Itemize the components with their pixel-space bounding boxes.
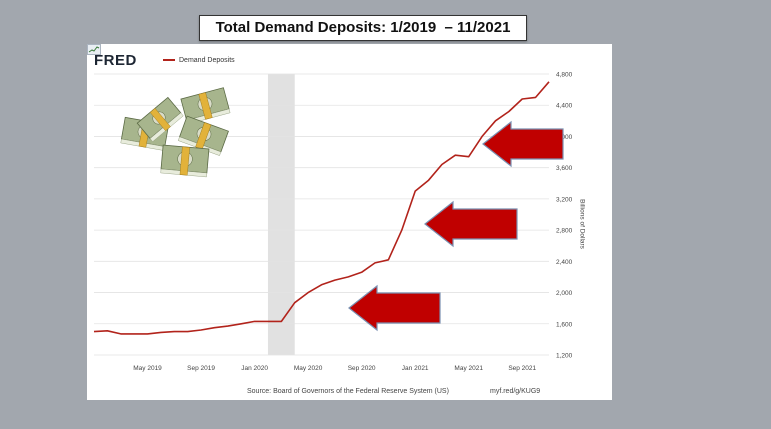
fred-graph-icon (87, 44, 101, 55)
money-bundle (177, 115, 229, 156)
slide-title: Total Demand Deposits: 1/2019 – 11/2021 (199, 15, 527, 41)
legend-label: Demand Deposits (179, 56, 235, 64)
y-tick-label: 4,000 (556, 134, 573, 141)
y-axis-label: Billions of Dollars (578, 199, 586, 249)
money-stack-icon (120, 87, 231, 178)
y-tick-label: 4,800 (556, 72, 573, 79)
series-line-demand-deposits (93, 81, 550, 335)
y-tick-label: 1,200 (556, 353, 573, 360)
red-arrow-icon-upper (482, 120, 564, 168)
red-arrow-icon-middle (424, 200, 518, 248)
money-bundle (180, 87, 231, 125)
recession-shading (267, 74, 295, 355)
x-tick-label: May 2020 (294, 365, 323, 372)
fred-logo[interactable]: FRED (94, 52, 137, 69)
x-tick-label: May 2021 (454, 365, 483, 372)
x-tick-label: Sep 2020 (348, 365, 376, 372)
x-tick-label: Sep 2021 (508, 365, 536, 372)
y-tick-label: 2,000 (556, 290, 573, 297)
y-tick-label: 2,400 (556, 259, 573, 266)
y-tick-label: 3,600 (556, 165, 573, 172)
short-url[interactable]: myf.red/g/KUG9 (490, 388, 541, 395)
x-tick-label: Sep 2019 (187, 365, 215, 372)
x-tick-label: Jan 2021 (402, 365, 429, 372)
source-note: Source: Board of Governors of the Federa… (247, 388, 449, 395)
chart-legend: Demand Deposits (163, 54, 235, 66)
y-tick-label: 4,400 (556, 103, 573, 110)
money-bundle (160, 144, 210, 178)
legend-swatch (163, 59, 175, 61)
x-tick-label: Jan 2020 (241, 365, 268, 372)
money-bundle (136, 96, 184, 142)
red-arrow-icon-lower (348, 284, 441, 332)
fred-chart-panel: 1,200 1,600 2,000 2,400 2,800 3,200 3,600 4,000… (87, 44, 612, 400)
chart-svg: 1,200 1,600 2,000 2,400 2,800 3,200 3,600 4,000… (93, 72, 573, 372)
x-tick-label: May 2019 (133, 365, 162, 372)
y-tick-label: 2,800 (556, 228, 573, 235)
y-tick-label: 3,200 (556, 196, 573, 203)
y-tick-label: 1,600 (556, 321, 573, 328)
